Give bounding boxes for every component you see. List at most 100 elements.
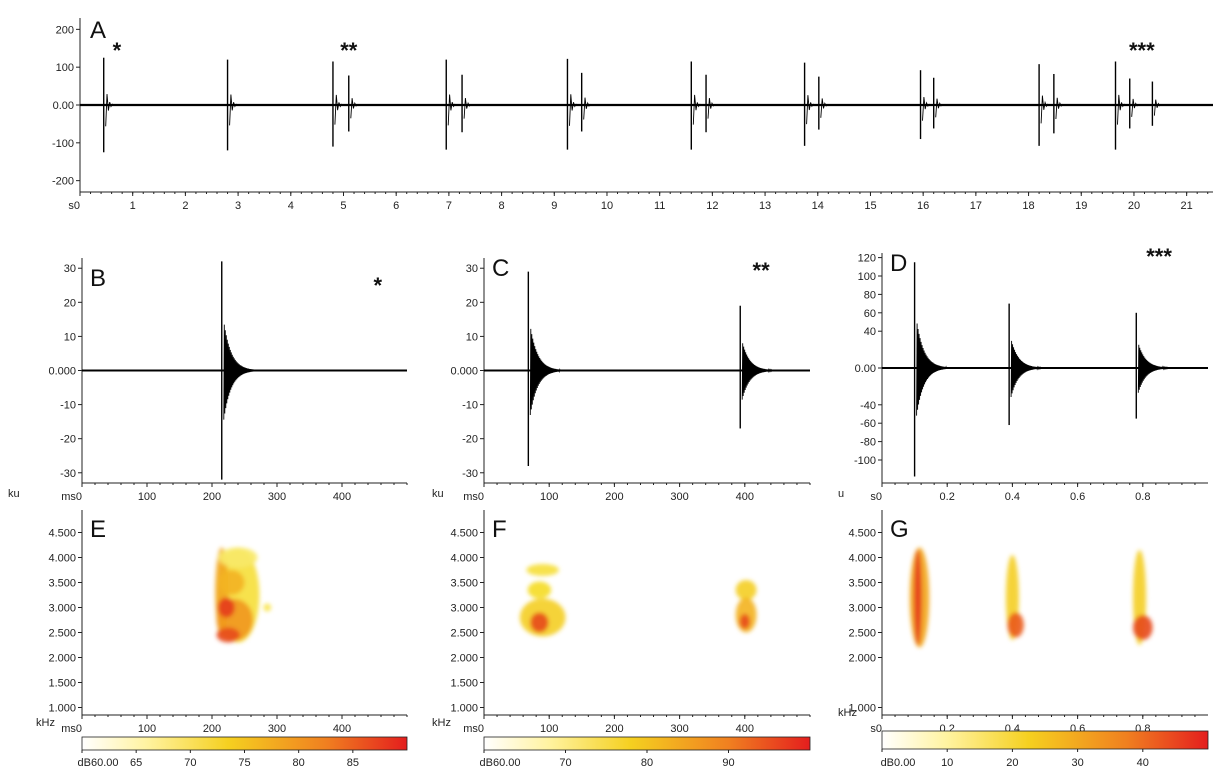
spectrogram-blobs [215, 547, 272, 643]
y-tick-label: 80 [864, 289, 876, 301]
pulse-decay [707, 97, 717, 119]
pulse-decay [350, 98, 360, 119]
y-tick-label: -100 [52, 138, 74, 150]
spectrogram-blob [263, 603, 272, 612]
x-unit-label: s0 [68, 200, 80, 212]
spectrogram-blob [526, 564, 559, 576]
y-tick-label: -20 [60, 434, 76, 446]
x-tick-label: 100 [540, 723, 558, 735]
x-tick-label: 200 [203, 723, 221, 735]
y-tick-label: -100 [854, 455, 876, 467]
y-unit-label: ku [8, 488, 20, 500]
spectrogram-blob [216, 627, 240, 643]
x-tick-label: 19 [1075, 200, 1087, 212]
x-tick-label: 300 [670, 723, 688, 735]
x-tick-label: 100 [138, 491, 156, 503]
x-tick-label: 2 [182, 200, 188, 212]
colorbar-tick-label: 40 [1137, 757, 1149, 769]
colorbar [881, 730, 1209, 750]
pulse-decay [692, 94, 702, 125]
spectrogram-blob [217, 597, 235, 618]
x-tick-label: 400 [333, 723, 351, 735]
spectrogram-blob [735, 580, 757, 600]
pulse-decay [1117, 94, 1126, 125]
x-tick-label: 17 [970, 200, 982, 212]
x-tick-label: 0.4 [1005, 491, 1020, 503]
colorbar-tick-label: 90 [722, 757, 734, 769]
y-tick-label: 10 [466, 331, 478, 343]
x-tick-label: 10 [601, 200, 613, 212]
y-tick-label: 100 [56, 62, 74, 74]
x-tick-label: 0.2 [940, 491, 955, 503]
colorbar [483, 736, 811, 751]
x-tick-label: 8 [499, 200, 505, 212]
colorbar-tick-label: 30 [1071, 757, 1083, 769]
y-tick-label: 4.000 [450, 553, 478, 565]
x-tick-label: 15 [864, 200, 876, 212]
pulse-decay [916, 323, 948, 416]
pulse-decay [820, 98, 830, 118]
colorbar-tick-label: 80 [293, 757, 305, 769]
x-tick-label: 200 [203, 491, 221, 503]
colorbar-tick-label: 70 [184, 757, 196, 769]
panel-d: 120 100 80 60 40 0.00 -40 -60 -80 -100 0.2 0.4 0.6 0.… [838, 244, 1208, 503]
y-tick-label: 2.500 [48, 628, 76, 640]
pulse-decay [229, 94, 238, 126]
x-tick-label: 100 [138, 723, 156, 735]
pulse-decay [583, 97, 592, 120]
y-tick-label: 0.00 [53, 100, 74, 112]
y-tick-label: 10 [64, 331, 76, 343]
y-tick-label: 30 [466, 263, 478, 275]
y-tick-label: 3.000 [450, 603, 478, 615]
colorbar-tick-label: dB60.00 [480, 757, 521, 769]
spectrogram-blob [218, 570, 245, 595]
spectrogram-blobs [519, 564, 757, 637]
pulse-decay [1131, 98, 1140, 117]
x-tick-label: 300 [268, 491, 286, 503]
pulse-decay [922, 96, 931, 121]
colorbar-tick-label: 10 [941, 757, 953, 769]
panel-b: 30 20 10 0.000 -10 -20 -30 100 200 300 400 ms0 ku B * [8, 258, 408, 503]
x-tick-label: 200 [605, 723, 623, 735]
y-tick-label: 20 [64, 297, 76, 309]
x-tick-label: 400 [736, 723, 754, 735]
spectrogram-blob [530, 612, 549, 633]
pulse-decay [1040, 95, 1050, 124]
y-tick-label: 1.500 [450, 678, 478, 690]
y-tick-label: -20 [462, 434, 478, 446]
pulse-decay [463, 97, 473, 119]
panel-label: C [492, 255, 509, 282]
pulse-decay [935, 98, 944, 118]
x-tick-label: 18 [1022, 200, 1034, 212]
panel-e: 4.500 4.000 3.500 3.000 2.500 2.000 1.500 1.000… [36, 510, 408, 769]
colorbar [81, 736, 408, 751]
pulse-decay [1055, 97, 1065, 120]
x-tick-label: 0.6 [1070, 491, 1085, 503]
y-tick-label: 2.500 [848, 628, 876, 640]
y-unit-label: kHz [432, 717, 451, 729]
spectrogram-blob [218, 547, 258, 568]
y-tick-label: 3.000 [848, 603, 876, 615]
pulse-decay [806, 95, 815, 125]
y-tick-label: -30 [60, 468, 76, 480]
x-tick-label: 9 [551, 200, 557, 212]
y-tick-label: 3.500 [450, 578, 478, 590]
x-tick-label: 16 [917, 200, 929, 212]
y-tick-label: 60 [864, 308, 876, 320]
y-tick-label: 1.000 [848, 703, 876, 715]
y-tick-label: 200 [56, 24, 74, 36]
y-tick-label: 3.500 [48, 578, 76, 590]
spectrogram-blob [739, 614, 751, 629]
panel-c: 30 20 10 0.000 -10 -20 -30 100 200 300 400 ms0 ku C ** [432, 255, 811, 503]
colorbar-tick-label: 20 [1006, 757, 1018, 769]
panel-label: B [90, 265, 106, 292]
pulse-decay [105, 94, 115, 127]
y-tick-label: 0.000 [48, 366, 76, 378]
y-tick-label: -10 [60, 400, 76, 412]
x-unit-label: ms0 [61, 491, 82, 503]
colorbar-tick-label: 80 [641, 757, 653, 769]
y-tick-label: 0.00 [855, 363, 876, 375]
spectrogram-blobs [909, 547, 1153, 648]
